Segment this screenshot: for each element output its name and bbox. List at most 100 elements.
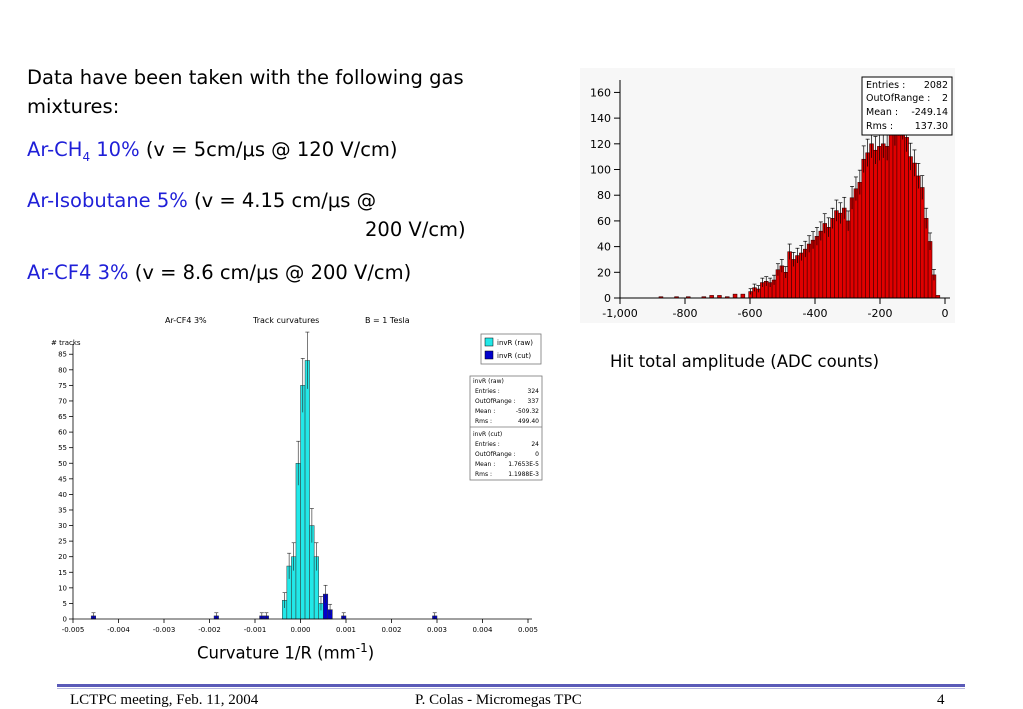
mu-symbol: μ xyxy=(242,138,255,161)
gas-mix-3-cond-end: s @ 200 V/cm) xyxy=(268,260,412,284)
stats-mean: -249.14 xyxy=(911,107,948,118)
curvature-bar xyxy=(300,385,306,620)
x-tick-label: -200 xyxy=(868,307,893,320)
amplitude-bar xyxy=(880,143,886,299)
gas-mix-1-prefix: Ar-CH xyxy=(27,138,83,161)
amplitude-bar xyxy=(923,218,929,299)
x-tick-label: -0.001 xyxy=(244,626,267,634)
amplitude-bar xyxy=(919,187,925,299)
amplitude-bar xyxy=(818,230,824,299)
stats-cut-entries-label: Entries : xyxy=(475,441,500,448)
x-tick-label: 0.000 xyxy=(290,626,310,634)
amplitude-bar xyxy=(888,117,894,299)
y-tick-label: 15 xyxy=(58,569,67,577)
y-tick-label: 20 xyxy=(58,553,67,561)
left-chart-caption: Curvature 1/R (mm-1) xyxy=(197,641,374,663)
x-tick-label: 0.002 xyxy=(381,626,401,634)
y-tick-label: 80 xyxy=(58,366,67,374)
x-tick-label: -400 xyxy=(803,307,828,320)
gas-mix-1: Ar-CH4 10% (v = 5cm/μs @ 120 V/cm) xyxy=(27,135,547,172)
y-tick-label: 10 xyxy=(58,584,67,592)
amplitude-bar xyxy=(892,130,898,299)
amplitude-stats-box: Entries : 2082 OutOfRange : 2 Mean : -24… xyxy=(861,76,953,136)
gas-mix-1-pct: 10% xyxy=(90,138,140,161)
y-tick-label: 20 xyxy=(597,266,611,279)
stats-cut-outofrange-label: OutOfRange : xyxy=(475,451,516,458)
y-tick-label: 140 xyxy=(590,112,611,125)
y-tick-label: 85 xyxy=(58,351,67,359)
stats-raw-rms-label: Rms : xyxy=(475,418,492,425)
stats-cut-mean: 1.7653E-5 xyxy=(508,461,539,468)
stats-raw-title: invR (raw) xyxy=(473,378,504,385)
footer-center: P. Colas - Micromegas TPC xyxy=(415,692,582,708)
stats-cut-rms: 1.1988E-3 xyxy=(508,471,539,478)
stats-outofrange: 2 xyxy=(942,93,948,104)
gas-mix-1-cond-end: s @ 120 V/cm) xyxy=(254,138,398,161)
stats-raw-mean-label: Mean : xyxy=(475,408,495,415)
stats-raw-mean: -509.32 xyxy=(516,408,539,415)
stats-cut-entries: 24 xyxy=(531,441,539,448)
stats-rms-label: Rms : xyxy=(866,121,893,132)
gas-mix-1-cond: (v = 5cm/ xyxy=(139,138,243,161)
mu-symbol: μ xyxy=(327,188,341,212)
y-tick-label: 100 xyxy=(590,164,611,177)
mu-symbol: μ xyxy=(256,260,269,284)
stats-raw-entries: 324 xyxy=(528,388,540,395)
stats-entries-label: Entries : xyxy=(866,80,905,91)
y-tick-label: 25 xyxy=(58,538,67,546)
stats-raw-entries-label: Entries : xyxy=(475,388,500,395)
gas-mix-2-name: Ar-Isobutane 5% xyxy=(27,188,188,212)
stats-raw-outofrange-label: OutOfRange : xyxy=(475,398,516,405)
y-tick-label: 30 xyxy=(58,522,67,530)
chart-header-center: Track curvatures xyxy=(252,316,319,325)
amplitude-bar xyxy=(916,175,921,299)
caption-sup: -1 xyxy=(355,641,368,655)
legend-swatch-raw xyxy=(484,337,494,347)
y-tick-label: 35 xyxy=(58,506,67,514)
amplitude-bar xyxy=(732,293,738,299)
curvature-legend: invR (raw) invR (cut) xyxy=(480,333,542,365)
gas-mix-3-name: Ar-CF4 3% xyxy=(27,260,129,284)
amplitude-bar xyxy=(865,152,870,299)
y-tick-label: 70 xyxy=(58,397,67,405)
amplitude-bar xyxy=(861,158,866,299)
amplitude-bar xyxy=(904,137,909,299)
stats-cut-outofrange: 0 xyxy=(535,451,539,458)
y-tick-label: 60 xyxy=(58,429,67,437)
right-chart-caption: Hit total amplitude (ADC counts) xyxy=(610,352,880,371)
gas-mix-1-name: Ar-CH4 10% xyxy=(27,138,140,164)
curvature-histogram: Ar-CF4 3% Track curvatures B = 1 Tesla #… xyxy=(45,310,560,640)
amplitude-bar xyxy=(869,143,874,299)
stats-cut-mean-label: Mean : xyxy=(475,461,495,468)
amplitude-bar xyxy=(830,218,835,299)
y-tick-label: 75 xyxy=(58,382,67,390)
footer-rule-light xyxy=(57,688,965,689)
chart-header-left: Ar-CF4 3% xyxy=(165,316,207,325)
gas-mix-3: Ar-CF4 3% (v = 8.6 cm/μs @ 200 V/cm) xyxy=(27,258,547,287)
x-tick-label: 0.005 xyxy=(518,626,538,634)
y-tick-label: 40 xyxy=(597,241,611,254)
legend-label-raw: invR (raw) xyxy=(497,339,533,347)
stats-raw-rms: 499.40 xyxy=(518,418,539,425)
y-axis-label: # tracks xyxy=(51,339,81,347)
x-tick-label: -1,000 xyxy=(602,307,637,320)
amplitude-bar xyxy=(814,236,820,299)
caption-end: ) xyxy=(367,643,375,663)
x-tick-label: -600 xyxy=(738,307,763,320)
chart-header-right: B = 1 Tesla xyxy=(365,316,410,325)
x-tick-label: 0.001 xyxy=(336,626,356,634)
amplitude-bar xyxy=(873,149,878,299)
y-tick-label: 80 xyxy=(597,189,611,202)
y-tick-label: 55 xyxy=(58,444,67,452)
stats-outofrange-label: OutOfRange : xyxy=(866,93,930,104)
stats-raw-outofrange: 337 xyxy=(528,398,540,405)
curvature-bar xyxy=(295,463,301,620)
intro-text: Data have been taken with the following … xyxy=(27,66,464,118)
amplitude-bar xyxy=(841,207,847,299)
y-tick-label: 120 xyxy=(590,138,611,151)
y-tick-label: 160 xyxy=(590,86,611,99)
x-tick-label: -800 xyxy=(673,307,698,320)
amplitude-bar xyxy=(845,220,851,299)
gas-mix-3-cond: (v = 8.6 cm/ xyxy=(128,260,257,284)
